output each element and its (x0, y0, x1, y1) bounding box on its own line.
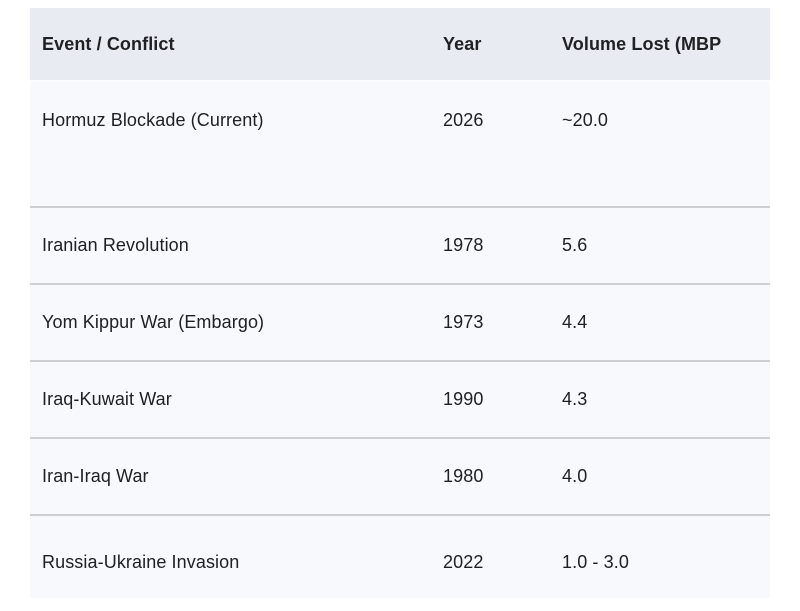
year-cell: 1973 (443, 312, 484, 332)
column-header-year: Year (443, 33, 482, 54)
row-divider (30, 437, 770, 439)
row-divider (30, 206, 770, 208)
row-divider (30, 283, 770, 285)
column-header-volume-lost: Volume Lost (MBP (562, 33, 722, 54)
year-cell: 1980 (443, 466, 484, 486)
table-row-russia-ukraine-invasion: Russia-Ukraine Invasion 2022 1.0 - 3.0 (30, 516, 770, 598)
event-cell: Hormuz Blockade (Current) (42, 110, 264, 130)
event-cell: Iranian Revolution (42, 235, 189, 255)
table-row-hormuz-blockade: Hormuz Blockade (Current) 2026 ~20.0 (30, 82, 770, 206)
volume-cell: ~20.0 (562, 110, 609, 130)
table-row-iraq-kuwait-war: Iraq-Kuwait War 1990 4.3 (30, 362, 770, 437)
volume-cell: 5.6 (562, 235, 588, 255)
event-cell: Iraq-Kuwait War (42, 389, 172, 409)
event-cell: Russia-Ukraine Invasion (42, 551, 240, 572)
year-cell: 1990 (443, 389, 484, 409)
table-row-iranian-revolution: Iranian Revolution 1978 5.6 (30, 208, 770, 283)
volume-cell: 4.0 (562, 466, 588, 486)
volume-cell: 4.4 (562, 312, 588, 332)
year-cell: 1978 (443, 235, 484, 255)
event-cell: Yom Kippur War (Embargo) (42, 312, 265, 332)
header-body-divider (30, 80, 770, 82)
row-divider (30, 514, 770, 516)
table-row-iran-iraq-war: Iran-Iraq War 1980 4.0 (30, 439, 770, 514)
row-divider (30, 360, 770, 362)
event-cell: Iran-Iraq War (42, 466, 149, 486)
volume-cell: 1.0 - 3.0 (562, 551, 629, 572)
year-cell: 2026 (443, 110, 484, 130)
table-header-row: Event / Conflict Year Volume Lost (MBP (30, 8, 770, 80)
oil-supply-disruption-table: Event / Conflict Year Volume Lost (MBP H… (30, 8, 770, 598)
volume-cell: 4.3 (562, 389, 588, 409)
year-cell: 2022 (443, 551, 484, 572)
table-row-yom-kippur-war: Yom Kippur War (Embargo) 1973 4.4 (30, 285, 770, 360)
column-header-event-conflict: Event / Conflict (42, 33, 175, 54)
